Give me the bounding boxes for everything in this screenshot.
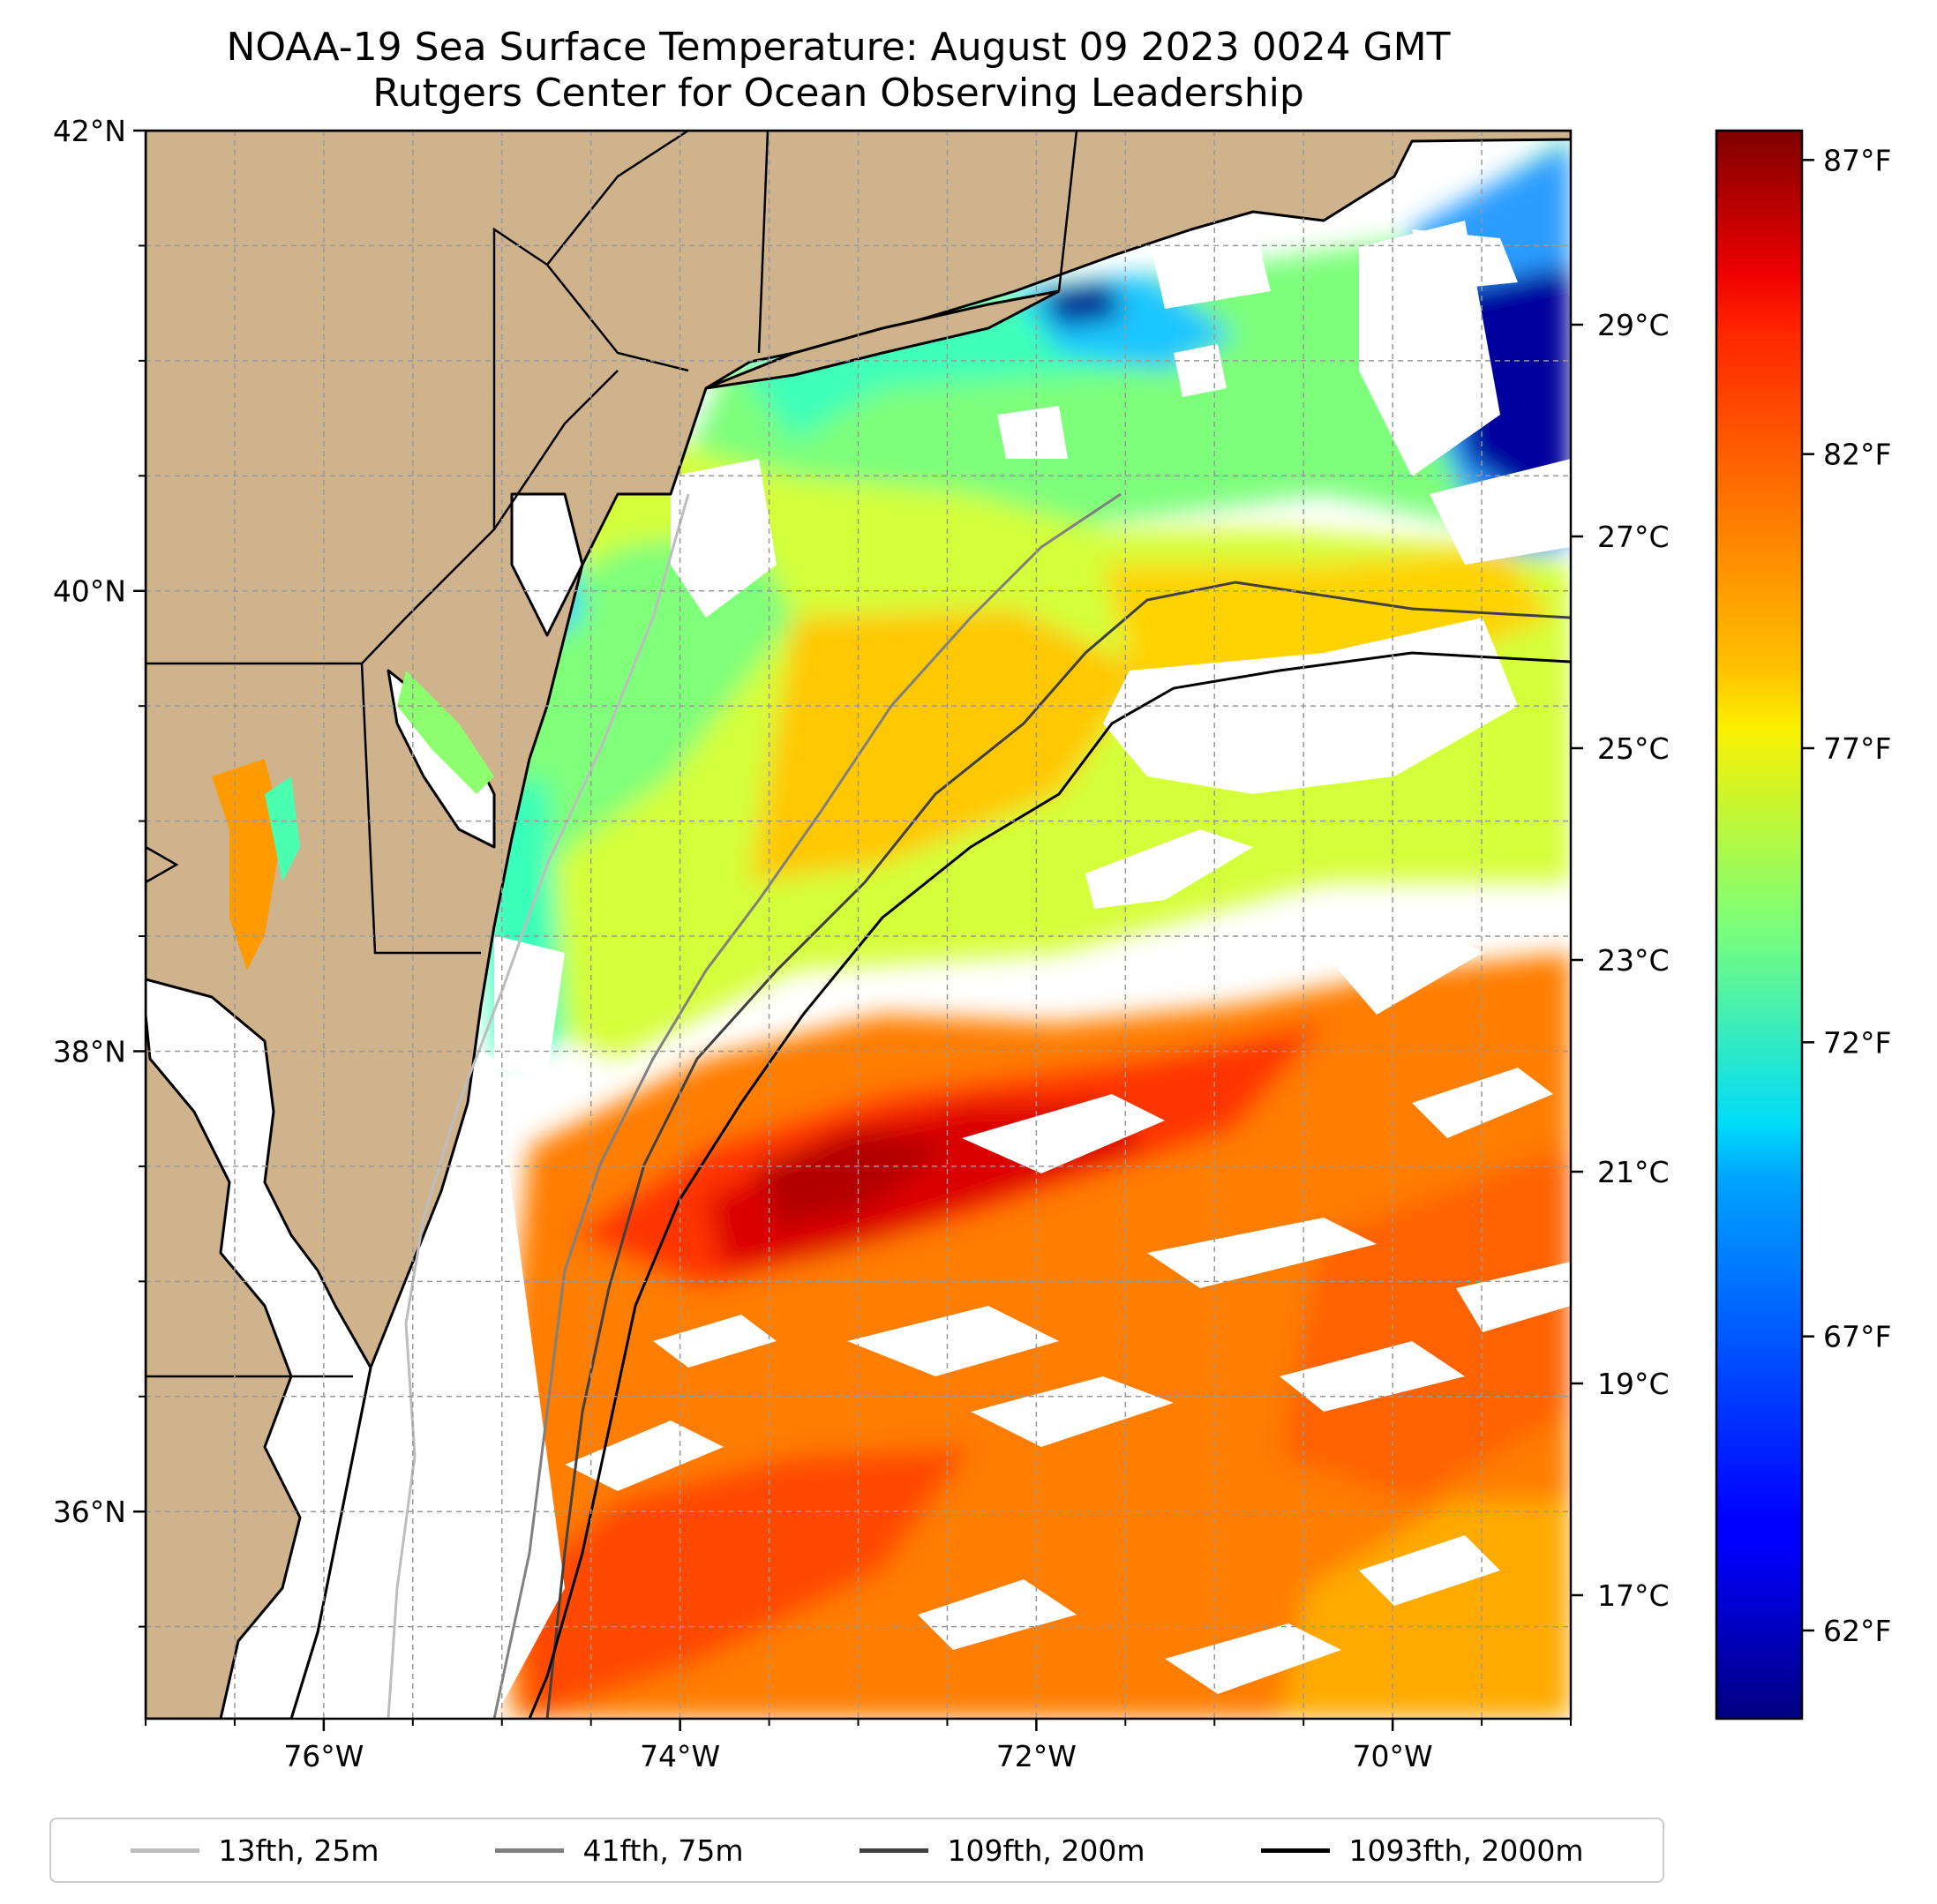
longitude-axis: 76°W 74°W 72°W 70°W xyxy=(145,1719,1572,1773)
contour-2000m xyxy=(528,651,1571,1719)
legend-item: 1093fth, 2000m xyxy=(1260,1833,1584,1868)
legend-item: 13fth, 25m xyxy=(130,1833,379,1868)
colorbar-f-label: 72°F xyxy=(1823,1025,1891,1060)
colorbar-c-label: 25°C xyxy=(1597,731,1670,766)
legend-line-swatch xyxy=(1260,1848,1330,1853)
gridlines xyxy=(146,131,1571,1719)
legend-label: 41fth, 75m xyxy=(582,1833,744,1868)
colorbar-f-label: 82°F xyxy=(1823,438,1891,472)
colorbar-f-label: 77°F xyxy=(1823,731,1891,766)
colorbar-f-label: 67°F xyxy=(1823,1320,1891,1354)
legend-label: 1093fth, 2000m xyxy=(1348,1833,1584,1868)
map-title: NOAA-19 Sea Surface Temperature: August … xyxy=(226,25,1451,70)
colorbar-c-label: 29°C xyxy=(1597,308,1670,342)
colorbar-fahrenheit-ticks: 87°F 82°F 77°F 72°F 67°F 62°F xyxy=(1802,143,1891,1648)
lon-tick-label: 76°W xyxy=(283,1739,364,1773)
map-area xyxy=(146,131,1571,1719)
lon-tick-label: 72°W xyxy=(996,1739,1077,1773)
map-subtitle: Rutgers Center for Ocean Observing Leade… xyxy=(372,71,1304,116)
legend-line-swatch xyxy=(494,1848,564,1853)
colorbar-c-label: 17°C xyxy=(1597,1578,1670,1613)
sst-map-figure: 42°N 40°N 38°N 36°N 76°W 74°W 72°W 70°W 87°F 82… xyxy=(53,114,1892,1773)
contour-75m xyxy=(492,492,1122,1719)
contour-25m xyxy=(387,493,690,1719)
colorbar-celsius-ticks: 29°C 27°C 25°C 23°C 21°C 19°C 17°C xyxy=(1571,308,1670,1613)
lon-tick-label: 74°W xyxy=(640,1739,720,1773)
legend-line-swatch xyxy=(130,1848,199,1853)
lat-tick-label: 36°N xyxy=(53,1495,126,1529)
colorbar-f-label: 62°F xyxy=(1823,1614,1891,1648)
contour-200m xyxy=(545,581,1571,1719)
lat-tick-label: 42°N xyxy=(53,114,126,148)
colorbar xyxy=(1715,129,1804,1720)
latitude-axis: 42°N 40°N 38°N 36°N xyxy=(53,114,146,1628)
legend-label: 13fth, 25m xyxy=(218,1833,379,1868)
colorbar-c-label: 19°C xyxy=(1597,1367,1670,1401)
colorbar-c-label: 27°C xyxy=(1597,520,1670,554)
colorbar-c-label: 23°C xyxy=(1597,943,1670,978)
lon-tick-label: 70°W xyxy=(1353,1739,1433,1773)
legend-line-swatch xyxy=(859,1848,928,1853)
legend-item: 109fth, 200m xyxy=(859,1833,1145,1868)
contour-legend: 13fth, 25m 41fth, 75m 109fth, 200m 1093fth,… xyxy=(49,1818,1664,1883)
legend-item: 41fth, 75m xyxy=(494,1833,744,1868)
colorbar-f-label: 87°F xyxy=(1823,143,1891,177)
bathymetry-contours xyxy=(387,492,1571,1719)
state-borders xyxy=(146,131,1078,1378)
lat-tick-label: 40°N xyxy=(53,574,126,609)
legend-label: 109fth, 200m xyxy=(947,1833,1145,1868)
chesapeake-upper-sst xyxy=(212,759,282,971)
lat-tick-label: 38°N xyxy=(53,1034,126,1068)
colorbar-c-label: 21°C xyxy=(1597,1155,1670,1189)
